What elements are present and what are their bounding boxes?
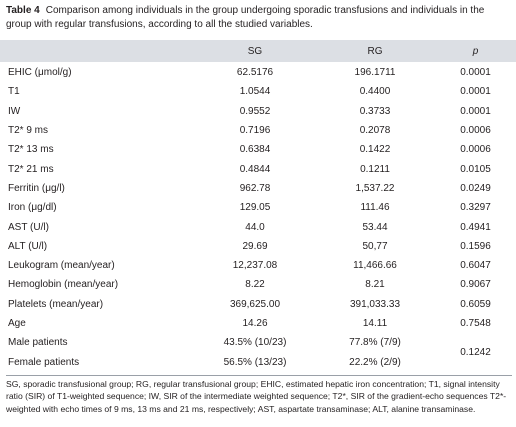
- table-row: Platelets (mean/year) 369,625.00 391,033.3…: [0, 295, 516, 314]
- row-label: Platelets (mean/year): [8, 298, 104, 310]
- column-header: RG: [315, 40, 435, 62]
- cell: 0.4941: [460, 221, 491, 233]
- cell: 0.6384: [239, 144, 271, 156]
- row-label: Female patients: [8, 356, 80, 368]
- cell: 22.2% (2/9): [349, 356, 401, 368]
- cell: 0.0001: [460, 105, 491, 117]
- table-row: Age 14.26 14.11 0.7548: [0, 314, 516, 333]
- table-row: Leukogram (mean/year) 12,237.08 11,466.66 0…: [0, 256, 516, 275]
- cell: 0.3733: [359, 105, 391, 117]
- row-label: T2* 9 ms: [8, 125, 49, 137]
- cell: 44.0: [245, 221, 265, 233]
- cell: 0.1211: [360, 163, 390, 175]
- caption-label: Table 4: [6, 5, 40, 16]
- cell: 0.0006: [460, 125, 491, 137]
- row-label: Male patients: [8, 337, 68, 349]
- cell: 129.05: [239, 202, 271, 214]
- table: SG RG p EHIC (μmol/g) 62.5176 196.1711 0.0001…: [0, 40, 516, 372]
- cell: 11,466.66: [353, 260, 397, 272]
- table-row: Male patients 43.5% (10/23) 77.8% (7/9) 0.1…: [0, 333, 516, 358]
- cell: 0.0249: [460, 182, 491, 194]
- table-row: IW 0.9552 0.3733 0.0001: [0, 102, 516, 121]
- caption: Table 4 Comparison among individuals in t…: [6, 4, 512, 32]
- row-label: EHIC (μmol/g): [8, 67, 72, 79]
- cell: 0.9067: [460, 279, 491, 291]
- row-label: T1: [8, 86, 20, 98]
- cell: 111.46: [360, 202, 390, 214]
- cell: 1.0544: [239, 86, 271, 98]
- cell: 0.0105: [460, 163, 491, 175]
- cell: 8.22: [245, 279, 265, 291]
- table-row: ALT (U/l) 29.69 50,77 0.1596: [0, 237, 516, 256]
- cell: 14.11: [362, 318, 388, 329]
- table-row: Female patients 56.5% (13/23) 22.2% (2/9): [0, 352, 516, 371]
- column-header: SG: [195, 40, 315, 62]
- table-row: Iron (μg/dl) 129.05 111.46 0.3297: [0, 198, 516, 217]
- cell: 0.6047: [460, 260, 491, 272]
- cell: 0.7548: [460, 318, 491, 329]
- table-row: AST (U/l) 44.0 53.44 0.4941: [0, 217, 516, 236]
- row-label: T2* 13 ms: [8, 144, 54, 156]
- cell: 53.44: [362, 221, 388, 233]
- row-label: AST (U/l): [8, 221, 49, 233]
- cell: 29.69: [242, 240, 268, 252]
- table-row: T2* 21 ms 0.4844 0.1211 0.0105: [0, 159, 516, 178]
- column-header: p: [435, 40, 516, 62]
- row-label: Leukogram (mean/year): [8, 260, 115, 272]
- cell: 43.5% (10/23): [223, 337, 287, 349]
- table-row: Ferritin (μg/l) 962.78 1,537.22 0.0249: [0, 179, 516, 198]
- cell: 0.2078: [359, 125, 391, 137]
- cell: 12,237.08: [232, 260, 278, 272]
- cell: 0.1242: [460, 346, 491, 358]
- cell: 0.0006: [460, 144, 491, 156]
- cell: 0.6059: [460, 298, 491, 310]
- cell: 369,625.00: [229, 298, 281, 310]
- cell: 196.1711: [354, 67, 396, 79]
- cell: 0.9552: [239, 105, 271, 117]
- row-label: Iron (μg/dl): [8, 202, 57, 214]
- cell: 50,77: [362, 240, 388, 252]
- cell: 0.7196: [239, 125, 271, 137]
- cell: 0.3297: [460, 202, 491, 214]
- header-row: SG RG p: [0, 40, 516, 62]
- table-row: EHIC (μmol/g) 62.5176 196.1711 0.0001: [0, 62, 516, 82]
- cell: 77.8% (7/9): [349, 337, 401, 349]
- row-label: T2* 21 ms: [8, 163, 54, 175]
- row-label: Age: [8, 318, 26, 329]
- cell: 962.78: [239, 182, 271, 194]
- caption-text: Comparison among individuals in the grou…: [6, 5, 485, 30]
- cell: 0.0001: [460, 67, 491, 79]
- cell: 14.26: [242, 318, 268, 329]
- table-row: T1 1.0544 0.4400 0.0001: [0, 82, 516, 101]
- table-row: T2* 13 ms 0.6384 0.1422 0.0006: [0, 140, 516, 159]
- cell: 0.1422: [359, 144, 391, 156]
- row-label: Hemoglobin (mean/year): [8, 279, 119, 291]
- cell: 0.4400: [359, 86, 391, 98]
- cell: 56.5% (13/23): [223, 356, 287, 368]
- cell: 1,537.22: [355, 182, 395, 194]
- table-body: EHIC (μmol/g) 62.5176 196.1711 0.0001 T1 1.05…: [0, 62, 516, 372]
- cell: 391,033.33: [349, 298, 401, 310]
- cell: 0.0001: [460, 86, 491, 98]
- row-label: Ferritin (μg/l): [8, 182, 65, 194]
- cell: 0.1596: [460, 240, 491, 252]
- header-cell: [0, 40, 195, 62]
- row-label: ALT (U/l): [8, 240, 48, 252]
- table-row: T2* 9 ms 0.7196 0.2078 0.0006: [0, 121, 516, 140]
- cell: 0.4844: [239, 163, 271, 175]
- cell: 62.5176: [236, 67, 274, 79]
- row-label: IW: [8, 105, 21, 117]
- table-row: Hemoglobin (mean/year) 8.22 8.21 0.9067: [0, 275, 516, 294]
- footnote: SG, sporadic transfusional group; RG, re…: [6, 375, 512, 415]
- cell: 8.21: [365, 279, 385, 291]
